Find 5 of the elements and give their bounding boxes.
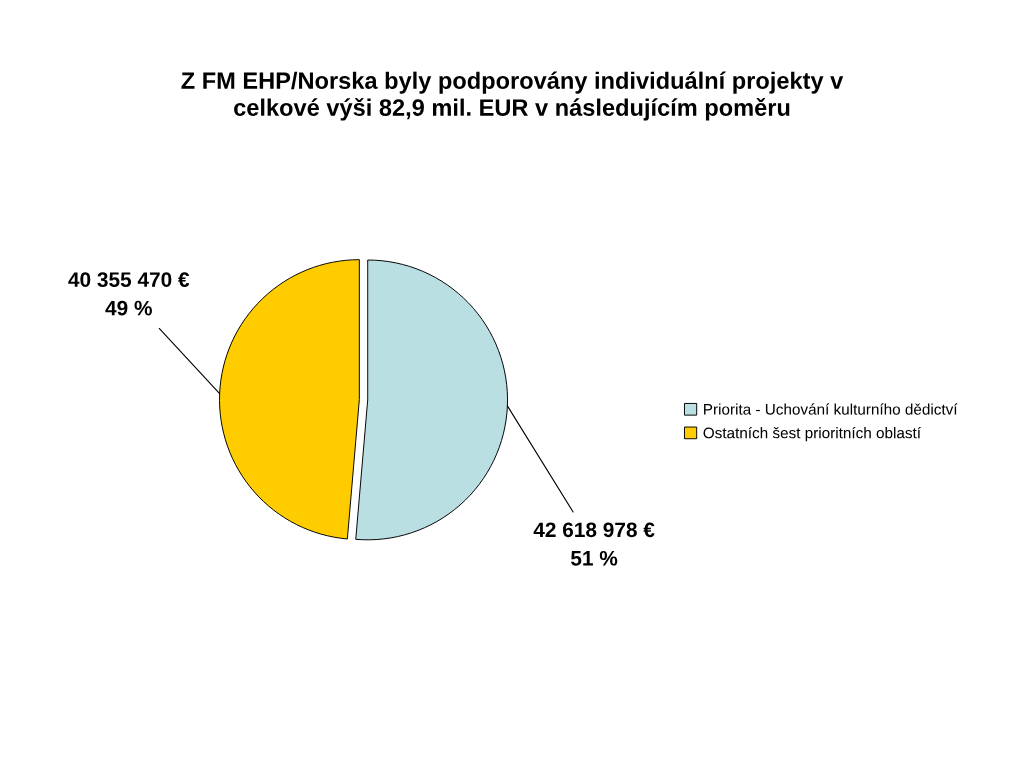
legend-label: Ostatních šest prioritních oblastí: [703, 426, 921, 442]
chart-title: Z FM EHP/Norska byly podporovány individuální projekty v celkové výši 82,9 mil. EUR v následujícím poměru: [181, 71, 844, 121]
data-label: 40 355 470 € 49 %: [68, 272, 190, 316]
data-label: 42 618 978 € 51 %: [533, 522, 655, 566]
legend-label: Priorita - Uchování kulturního dědictví: [704, 403, 958, 415]
